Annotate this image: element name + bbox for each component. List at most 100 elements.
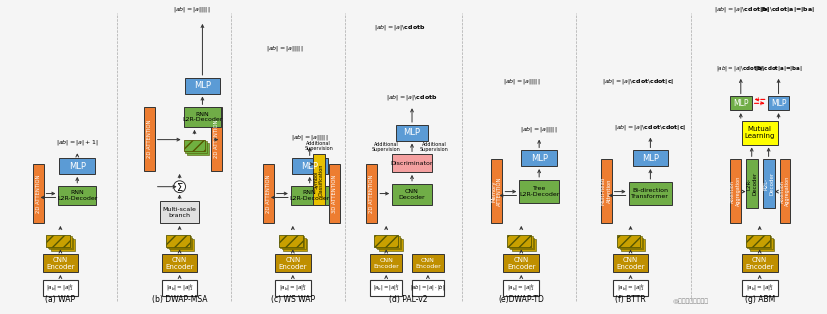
Text: (g) ABM: (g) ABM <box>743 295 774 304</box>
Text: CNN
Encoder: CNN Encoder <box>615 257 644 270</box>
FancyBboxPatch shape <box>263 164 274 223</box>
FancyBboxPatch shape <box>290 186 328 205</box>
FancyBboxPatch shape <box>778 159 790 223</box>
Text: (e)DWAP-TD: (e)DWAP-TD <box>498 295 543 304</box>
Text: $|a_b|=|a|^b_1$: $|a_b|=|a|^b_1$ <box>616 283 643 293</box>
Text: |b|$\backslash$cdot|a|=|ba|: |b|$\backslash$cdot|a|=|ba| <box>759 5 814 14</box>
FancyBboxPatch shape <box>519 180 558 203</box>
FancyBboxPatch shape <box>374 235 398 246</box>
FancyBboxPatch shape <box>741 121 777 144</box>
FancyBboxPatch shape <box>503 280 538 295</box>
FancyBboxPatch shape <box>748 238 772 249</box>
FancyBboxPatch shape <box>619 238 643 249</box>
Text: MLP: MLP <box>530 154 547 163</box>
FancyBboxPatch shape <box>32 164 44 223</box>
FancyBboxPatch shape <box>628 182 672 205</box>
FancyBboxPatch shape <box>184 78 220 94</box>
Text: $|a_b|=|a|^b_1$: $|a_b|=|a|^b_1$ <box>279 283 306 293</box>
FancyBboxPatch shape <box>745 235 768 246</box>
Text: CNN
Encoder: CNN Encoder <box>506 257 535 270</box>
FancyBboxPatch shape <box>392 184 432 205</box>
FancyBboxPatch shape <box>48 236 72 248</box>
Text: 2D ATTENTION: 2D ATTENTION <box>369 174 374 213</box>
Text: MLP: MLP <box>194 81 211 90</box>
FancyBboxPatch shape <box>211 107 222 171</box>
FancyBboxPatch shape <box>184 107 221 127</box>
Text: RNN
L2R-Decoder: RNN L2R-Decoder <box>289 190 329 201</box>
Text: CNN
Encoder: CNN Encoder <box>278 257 307 270</box>
Text: @稀土掘金技术社区: @稀土掘金技术社区 <box>672 299 709 304</box>
Text: R2L-
Decoder: R2L- Decoder <box>762 172 773 195</box>
Text: $|ab|=|a|||||$: $|ab|=|a|||||$ <box>520 125 557 134</box>
Text: 3D ATTENTION: 3D ATTENTION <box>331 174 336 213</box>
Text: $|ab|=|a|\backslash$cdot$\backslash$cdot|c|: $|ab|=|a|\backslash$cdot$\backslash$cdot… <box>614 123 686 132</box>
Text: $|a_b|=|a|^b_1$: $|a_b|=|a|^b_1$ <box>507 283 534 293</box>
Text: Memory
ATTENTION: Memory ATTENTION <box>491 176 502 206</box>
Text: $|ab|=|a|+1|$: $|ab|=|a|+1|$ <box>56 138 98 148</box>
FancyBboxPatch shape <box>412 254 443 272</box>
FancyBboxPatch shape <box>59 186 96 205</box>
Text: Discriminator: Discriminator <box>390 161 433 166</box>
Text: L2R-
Decoder: L2R- Decoder <box>745 172 756 195</box>
FancyBboxPatch shape <box>746 236 770 248</box>
Text: CNN
Encoder: CNN Encoder <box>373 258 399 268</box>
FancyBboxPatch shape <box>767 96 788 110</box>
Text: (f) BTTR: (f) BTTR <box>614 295 645 304</box>
FancyBboxPatch shape <box>291 158 327 174</box>
FancyBboxPatch shape <box>612 280 648 295</box>
FancyBboxPatch shape <box>632 150 667 166</box>
Text: 2D ATTENTION: 2D ATTENTION <box>146 120 151 158</box>
Text: (c) WS WAP: (c) WS WAP <box>270 295 314 304</box>
Text: Mutual
Learning: Mutual Learning <box>743 126 774 139</box>
Text: CNN
Encoder: CNN Encoder <box>744 257 773 270</box>
Text: Additional
Supervision: Additional Supervision <box>371 142 400 152</box>
FancyBboxPatch shape <box>60 158 95 174</box>
FancyBboxPatch shape <box>618 236 641 248</box>
FancyBboxPatch shape <box>184 140 205 151</box>
Text: $|a_b|=|a|^b_1$: $|a_b|=|a|^b_1$ <box>46 283 74 293</box>
Text: CNN
Encoder: CNN Encoder <box>414 258 440 268</box>
Text: $|a_b|=|a|^b_1$: $|a_b|=|a|^b_1$ <box>165 283 194 293</box>
FancyBboxPatch shape <box>491 159 502 223</box>
Circle shape <box>174 181 185 192</box>
FancyBboxPatch shape <box>375 236 399 248</box>
Text: Multi-scale
branch: Multi-scale branch <box>162 207 196 218</box>
FancyBboxPatch shape <box>509 238 533 249</box>
Text: $|a_b|=|a|^b_1$: $|a_b|=|a|^b_1$ <box>745 283 772 293</box>
FancyBboxPatch shape <box>521 150 557 166</box>
FancyBboxPatch shape <box>144 107 155 171</box>
FancyBboxPatch shape <box>600 159 611 223</box>
FancyBboxPatch shape <box>616 235 640 246</box>
FancyBboxPatch shape <box>729 96 751 110</box>
FancyBboxPatch shape <box>42 280 79 295</box>
FancyBboxPatch shape <box>741 254 777 272</box>
FancyBboxPatch shape <box>161 280 197 295</box>
Text: $|ab|=|a|\backslash$cdot|b|: $|ab|=|a|\backslash$cdot|b| <box>713 5 768 14</box>
FancyBboxPatch shape <box>170 239 194 251</box>
Text: |b|$\backslash$cdot|a|=|ba|: |b|$\backslash$cdot|a|=|ba| <box>753 64 802 73</box>
Text: CNN
Decoder: CNN Decoder <box>399 189 425 200</box>
Text: $|ab|=|a|||||$: $|ab|=|a|||||$ <box>173 5 210 14</box>
Text: MLP: MLP <box>770 99 786 108</box>
FancyBboxPatch shape <box>160 201 199 223</box>
Text: $|ab|=|a|||||$: $|ab|=|a|||||$ <box>265 44 304 53</box>
FancyBboxPatch shape <box>749 239 773 251</box>
FancyBboxPatch shape <box>366 164 377 223</box>
FancyBboxPatch shape <box>281 238 305 249</box>
Text: 2D ATTENTION: 2D ATTENTION <box>36 174 41 213</box>
Text: $|ab|=|a|\backslash$cdotb: $|ab|=|a|\backslash$cdotb <box>386 93 437 102</box>
FancyBboxPatch shape <box>377 238 400 249</box>
Text: $|ab|=|a|\backslash$cdotb: $|ab|=|a|\backslash$cdotb <box>374 23 425 32</box>
Text: $|ab|=|a|||||$: $|ab|=|a|||||$ <box>290 133 328 142</box>
FancyBboxPatch shape <box>328 164 339 223</box>
Text: Additional
Supervision: Additional Supervision <box>419 142 447 152</box>
Text: 2D ATTENTION: 2D ATTENTION <box>265 174 270 213</box>
FancyBboxPatch shape <box>46 235 70 246</box>
Text: MLP: MLP <box>403 128 420 137</box>
FancyBboxPatch shape <box>378 239 402 251</box>
Text: Attention
Aggregation: Attention Aggregation <box>779 176 790 206</box>
FancyBboxPatch shape <box>275 280 310 295</box>
Text: Bi-direction
Transformer: Bi-direction Transformer <box>631 188 668 199</box>
FancyBboxPatch shape <box>395 125 428 141</box>
FancyBboxPatch shape <box>729 159 740 223</box>
